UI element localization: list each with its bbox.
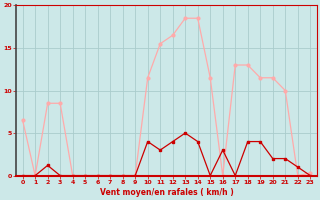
- X-axis label: Vent moyen/en rafales ( km/h ): Vent moyen/en rafales ( km/h ): [100, 188, 233, 197]
